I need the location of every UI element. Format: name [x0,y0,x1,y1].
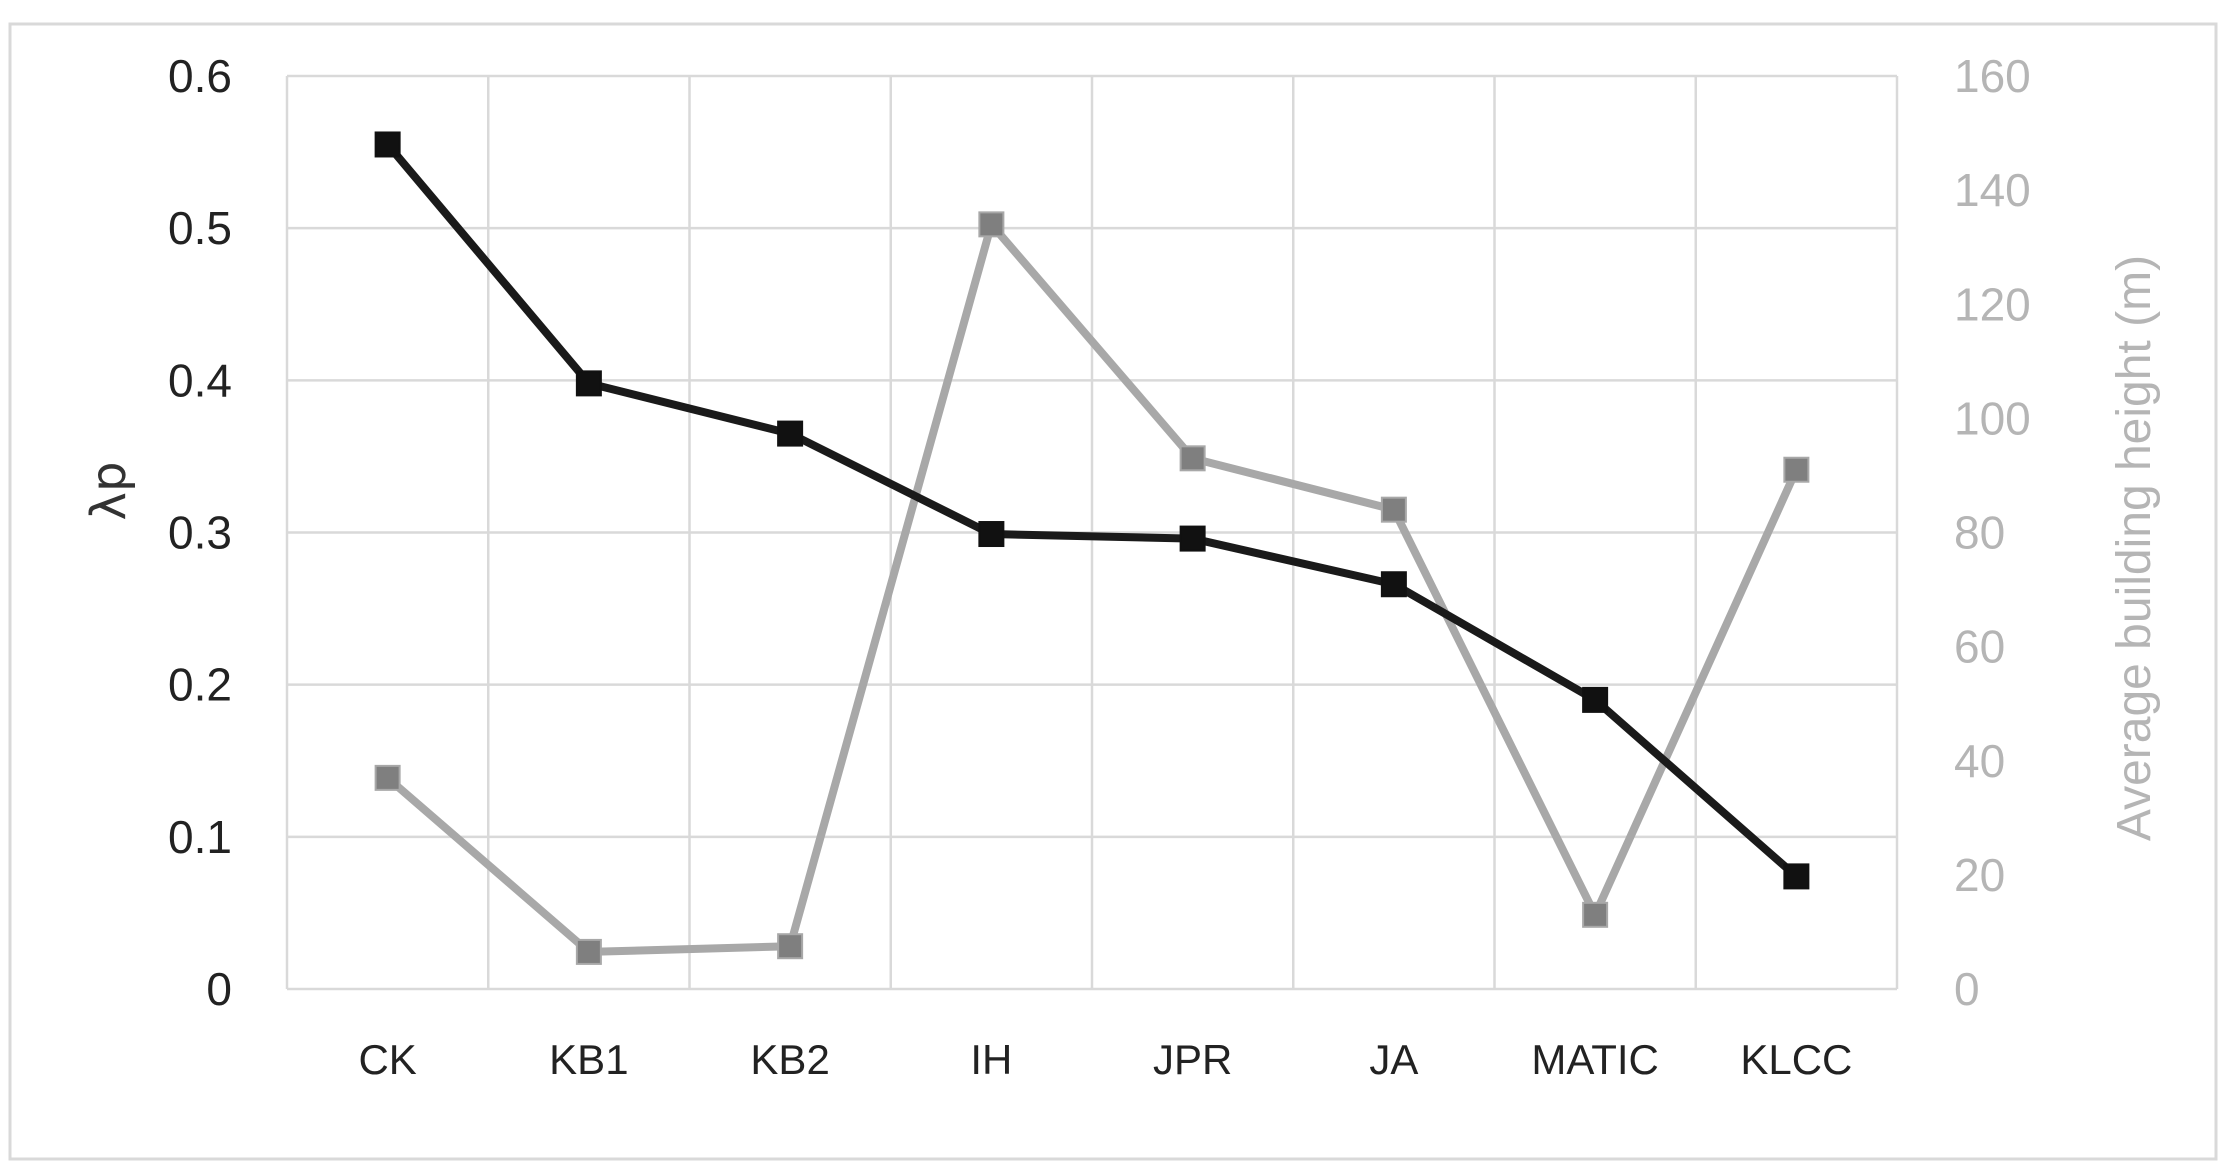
data-point-left [1380,571,1407,598]
series-left-axis [374,131,1810,890]
data-point-right [1179,445,1206,472]
data-point-right [374,764,401,791]
data-point-right [777,933,804,960]
x-tick-label: MATIC [1531,1036,1659,1083]
data-point-left [777,420,804,447]
y-tick-label: 0.1 [168,811,232,863]
data-point-right [575,938,602,965]
y2-tick-label: 60 [1954,621,2005,673]
series-line-left [384,141,1800,880]
chart-frame [8,22,2218,1161]
data-point-left [978,521,1005,548]
data-point-right [1582,901,1609,928]
series-lines [374,131,1810,965]
x-tick-label: JA [1369,1036,1418,1083]
data-point-right [1783,456,1810,483]
data-point-left [1783,863,1810,890]
y-tick-label: 0.3 [168,507,232,559]
y-tick-label: 0.2 [168,659,232,711]
gridlines [285,74,1899,991]
y-tick-label: 0 [206,963,232,1015]
data-point-left [575,370,602,397]
y-tick-label: 0.4 [168,354,232,406]
y2-tick-label: 80 [1954,507,2005,559]
x-tick-label: JPR [1153,1036,1232,1083]
x-tick-label: IH [970,1036,1012,1083]
data-point-left [374,131,401,158]
y-tick-label: 0.6 [168,50,232,102]
y2-axis-title: Average building height (m) [2108,255,2161,841]
y2-tick-label: 160 [1954,50,2031,102]
data-point-left [1582,686,1609,713]
x-tick-label: KLCC [1740,1036,1852,1083]
x-tick-label: CK [358,1036,416,1083]
y-tick-label: 0.5 [168,202,232,254]
x-axis-ticks: CK KB1 KB2 IH JPR JA MATIC KLCC [358,1036,1852,1083]
x-tick-label: KB1 [549,1036,628,1083]
left-axis-ticks: 0 0.1 0.2 0.3 0.4 0.5 0.6 [168,50,232,1015]
y2-tick-label: 20 [1954,849,2005,901]
series-right-axis [374,211,1810,965]
y2-tick-label: 40 [1954,735,2005,787]
data-point-left [1179,525,1206,552]
series-line-right [385,220,1801,956]
data-point-right [1380,496,1407,523]
y2-tick-label: 100 [1954,392,2031,444]
right-axis-ticks: 0 20 40 60 80 100 120 140 160 [1954,50,2031,1015]
y2-tick-label: 0 [1954,963,1980,1015]
y2-tick-label: 120 [1954,278,2031,330]
x-tick-label: KB2 [750,1036,829,1083]
y2-tick-label: 140 [1954,164,2031,216]
y-axis-title: λp [81,462,137,521]
data-point-right [978,211,1005,238]
